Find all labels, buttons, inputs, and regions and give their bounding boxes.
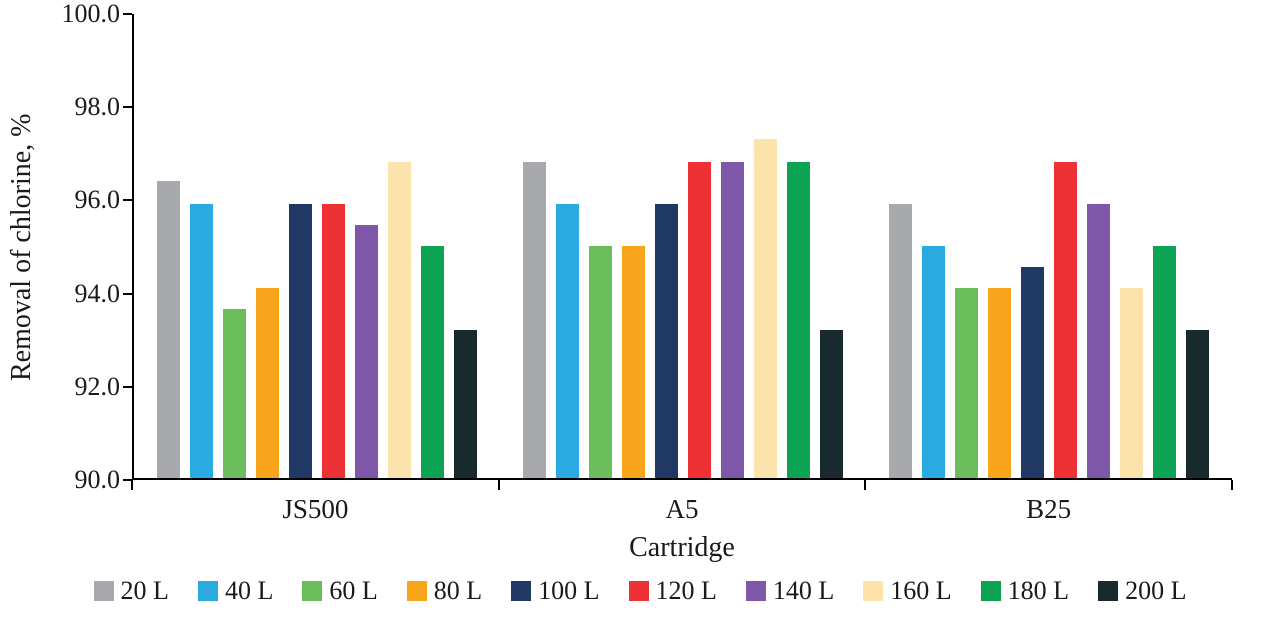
bar-a5-180l xyxy=(787,162,810,478)
legend-swatch xyxy=(197,581,218,601)
legend-swatch xyxy=(93,581,114,601)
legend-label: 20 L xyxy=(120,576,169,605)
bar-js500-80l xyxy=(256,287,279,478)
legend-label: 60 L xyxy=(329,576,378,605)
legend-swatch xyxy=(406,581,427,601)
y-tick-mark xyxy=(123,13,132,15)
legend-item-60l: 60 L xyxy=(302,576,378,605)
legend-item-20l: 20 L xyxy=(93,576,169,605)
legend-label: 100 L xyxy=(538,576,600,605)
bar-a5-60l xyxy=(589,246,612,478)
y-axis-tick-labels: 90.0 92.0 94.0 96.0 98.0 100.0 xyxy=(0,1,121,493)
legend-item-180l: 180 L xyxy=(980,576,1070,605)
bar-js500-60l xyxy=(223,308,246,478)
legend-swatch xyxy=(863,581,884,601)
bar-b25-120l xyxy=(1054,162,1077,478)
y-tick-mark xyxy=(123,199,132,202)
bar-b25-40l xyxy=(922,246,945,478)
legend-item-80l: 80 L xyxy=(406,576,483,605)
bar-js500-180l xyxy=(421,246,444,478)
x-tick-mark xyxy=(864,480,867,490)
bar-a5-140l xyxy=(721,162,744,478)
bar-a5-200l xyxy=(820,329,843,478)
y-tick-label: 94.0 xyxy=(74,278,121,308)
bar-group-a5 xyxy=(500,14,866,478)
y-tick-mark xyxy=(123,292,132,295)
legend-label: 180 L xyxy=(1007,576,1070,605)
category-labels: JS500 A5 B25 xyxy=(132,494,1232,525)
x-axis-title: Cartridge xyxy=(629,532,735,563)
legend-label: 120 L xyxy=(655,576,717,605)
category-label-b25: B25 xyxy=(1026,494,1072,524)
bar-b25-200l xyxy=(1186,329,1209,478)
legend-item-140l: 140 L xyxy=(745,576,835,605)
bar-a5-20l xyxy=(523,162,546,478)
bar-b25-60l xyxy=(955,287,978,478)
bar-js500-120l xyxy=(322,204,345,478)
legend-label: 80 L xyxy=(433,576,483,605)
bar-a5-40l xyxy=(556,204,579,478)
legend-item-160l: 160 L xyxy=(863,576,952,605)
bar-b25-180l xyxy=(1153,246,1176,478)
y-tick-mark xyxy=(123,106,132,109)
bar-b25-100l xyxy=(1021,266,1044,478)
bar-group-js500 xyxy=(134,14,500,478)
legend-item-120l: 120 L xyxy=(628,576,717,605)
y-tick-mark xyxy=(123,385,132,388)
legend-swatch xyxy=(511,581,532,601)
y-axis-tick-marks xyxy=(123,13,132,481)
x-tick-mark xyxy=(131,480,133,490)
bar-a5-100l xyxy=(655,204,678,478)
y-tick-label: 96.0 xyxy=(74,185,121,215)
y-tick-mark xyxy=(123,479,132,481)
y-tick-label: 100.0 xyxy=(61,0,121,28)
bar-js500-20l xyxy=(157,181,180,478)
legend-item-200l: 200 L xyxy=(1098,578,1186,604)
bar-js500-160l xyxy=(388,162,411,478)
bar-js500-100l xyxy=(289,204,312,478)
bar-a5-80l xyxy=(622,246,645,478)
legend: 20 L 40 L 60 L 80 L 100 L 120 L 140 L 160 L 180 … xyxy=(0,578,1280,604)
bar-b25-160l xyxy=(1120,287,1143,478)
bar-a5-120l xyxy=(688,162,711,478)
bar-js500-200l xyxy=(454,329,477,478)
y-tick-label: 98.0 xyxy=(74,92,121,122)
legend-label: 40 L xyxy=(224,576,274,605)
legend-item-100l: 100 L xyxy=(511,576,600,605)
legend-swatch xyxy=(980,581,1001,601)
y-tick-label: 90.0 xyxy=(74,465,121,494)
plot-area xyxy=(132,14,1232,480)
x-tick-mark xyxy=(497,480,500,490)
x-tick-mark xyxy=(1231,480,1233,490)
y-tick-label: 92.0 xyxy=(74,371,121,401)
legend-item-40l: 40 L xyxy=(197,576,274,605)
bar-js500-40l xyxy=(190,204,213,478)
bar-a5-160l xyxy=(754,139,777,478)
legend-swatch xyxy=(302,581,323,601)
bar-group-b25 xyxy=(866,14,1232,478)
bar-b25-80l xyxy=(988,287,1011,478)
legend-label: 160 L xyxy=(890,576,952,605)
legend-swatch xyxy=(1098,581,1119,601)
legend-label: 200 L xyxy=(1125,576,1187,605)
bar-js500-140l xyxy=(355,225,378,478)
x-axis-tick-marks xyxy=(131,480,1233,490)
bar-b25-140l xyxy=(1087,204,1110,478)
category-label-js500: JS500 xyxy=(282,494,349,524)
bar-b25-20l xyxy=(889,204,912,478)
legend-swatch xyxy=(628,581,649,601)
legend-swatch xyxy=(745,581,766,601)
category-label-a5: A5 xyxy=(665,494,699,524)
legend-label: 140 L xyxy=(772,576,835,605)
